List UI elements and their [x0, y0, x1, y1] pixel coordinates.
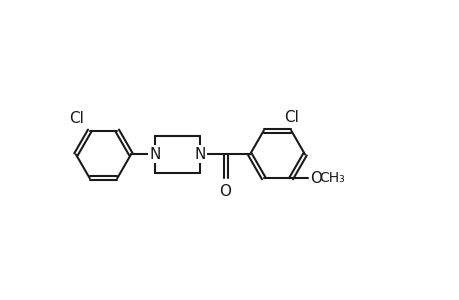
Text: O: O — [309, 171, 321, 186]
Text: Cl: Cl — [69, 111, 84, 126]
Text: N: N — [150, 147, 161, 162]
Text: N: N — [194, 147, 205, 162]
Text: CH₃: CH₃ — [319, 171, 345, 185]
Text: Cl: Cl — [283, 110, 298, 125]
Text: O: O — [219, 184, 231, 199]
